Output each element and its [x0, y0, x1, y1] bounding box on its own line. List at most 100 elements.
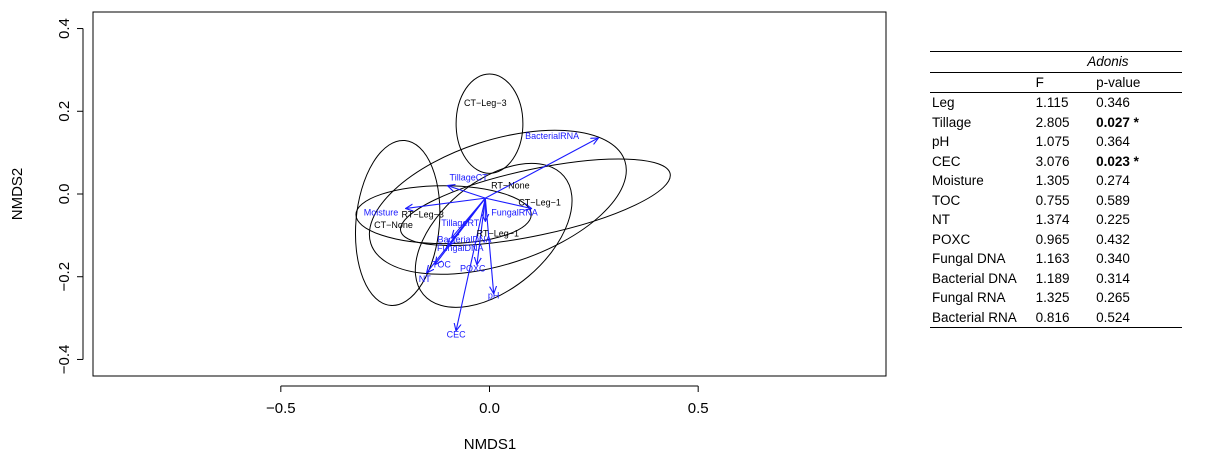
vector-label: pH [488, 290, 500, 300]
group-ellipse [400, 158, 671, 246]
vector-label: POXC [460, 263, 486, 273]
f-value-cell: 1.115 [1035, 95, 1069, 110]
table-row: Fungal DNA 1.163 0.340 [930, 249, 1182, 269]
vector-label: TOC [432, 259, 451, 269]
nmds-plot: −0.5 0.0 0.5 −0.4 −0.2 0.0 0.2 0.4 CT−Leg−3 RT−… [9, 11, 887, 453]
x-tick-label: −0.5 [266, 400, 296, 417]
y-tick-label: 0.2 [56, 101, 73, 122]
table-row: Bacterial DNA 1.189 0.314 [930, 269, 1182, 289]
y-tick-label: −0.2 [56, 262, 73, 292]
group-ellipse [414, 162, 573, 308]
x-axis: −0.5 0.0 0.5 [266, 385, 709, 417]
p-value-cell: 0.023 * [1096, 153, 1139, 169]
f-value-cell: 0.816 [1033, 307, 1095, 328]
f-value-cell: 0.965 [1035, 231, 1070, 247]
table-row: TOC 0.755 0.589 [930, 191, 1182, 211]
vector-label: NT [419, 274, 431, 284]
group-ellipse [355, 185, 532, 245]
term-cell: Moisture [932, 173, 984, 188]
table-title-spacer [930, 51, 1034, 73]
adonis-table: Adonis F p-value Leg 1.115 0.346 Tillage 2.8… [930, 51, 1182, 328]
vector-arrow [484, 198, 493, 293]
vector-label: CEC [447, 330, 467, 340]
f-value-cell: 3.076 [1035, 153, 1070, 169]
f-value-cell: 1.163 [1035, 251, 1070, 266]
term-cell: Fungal DNA [932, 251, 1006, 266]
term-cell: Bacterial RNA [930, 307, 1034, 328]
plot-frame [92, 11, 887, 377]
p-value-cell: 0.364 [1096, 134, 1130, 149]
vector-label: TillageCT [450, 172, 489, 182]
vector-arrow [448, 186, 486, 199]
group-label: RT−Leg−1 [477, 228, 519, 238]
table-row: NT 1.374 0.225 [930, 210, 1182, 230]
vector-arrow [485, 138, 598, 199]
group-label: CT−None [374, 220, 413, 230]
vectors [406, 138, 598, 330]
term-cell: CEC [932, 153, 961, 169]
table-row: Moisture 1.305 0.274 [930, 171, 1182, 191]
term-cell: NT [932, 212, 950, 227]
y-tick-label: 0.0 [56, 184, 73, 205]
p-value-cell: 0.524 [1094, 307, 1182, 328]
vector-arrow [427, 197, 486, 272]
vector-label: BacterialDNA [437, 235, 491, 245]
vector-label: TillageRT [441, 218, 480, 228]
x-tick-label: 0.5 [688, 400, 709, 417]
term-cell: pH [932, 134, 950, 149]
ellipses [354, 73, 671, 308]
p-value-cell: 0.589 [1096, 192, 1130, 208]
p-value-cell: 0.346 [1096, 95, 1130, 110]
y-axis-title: NMDS2 [9, 168, 26, 221]
table-title-row: Adonis [930, 51, 1182, 73]
table-row: Leg 1.115 0.346 [930, 93, 1182, 113]
f-value-cell: 0.755 [1035, 192, 1070, 208]
p-value-cell: 0.265 [1096, 290, 1130, 305]
f-value-cell: 1.075 [1035, 134, 1070, 149]
table-row: Tillage 2.805 0.027 * [930, 113, 1182, 133]
term-cell: Tillage [932, 114, 972, 130]
p-value-cell: 0.027 * [1096, 114, 1139, 130]
x-axis-title: NMDS1 [464, 436, 517, 453]
p-value-cell: 0.314 [1096, 270, 1130, 286]
table-row: POXC 0.965 0.432 [930, 230, 1182, 250]
y-tick-label: 0.4 [56, 18, 73, 39]
vector-arrow [406, 197, 486, 208]
vector-label: Moisture [364, 208, 399, 218]
f-value-cell: 1.189 [1035, 270, 1070, 286]
p-value-cell: 0.225 [1096, 212, 1130, 227]
y-tick-label: −0.4 [56, 345, 73, 375]
vector-arrow [456, 198, 486, 330]
f-value-cell: 1.374 [1035, 212, 1070, 227]
group-label: RT−None [491, 181, 530, 191]
table-row: Fungal RNA 1.325 0.265 [930, 288, 1182, 308]
column-header-p: p-value [1094, 72, 1182, 93]
column-header-f: F [1033, 72, 1095, 93]
group-ellipse [455, 73, 524, 174]
group-label: CT−Leg−1 [518, 197, 561, 207]
table-row: pH 1.075 0.364 [930, 132, 1182, 152]
vector-label: FungalRNA [491, 208, 538, 218]
table-row: Bacterial RNA 0.816 0.524 [930, 307, 1182, 328]
f-value-cell: 2.805 [1035, 114, 1070, 130]
term-cell: Fungal RNA [932, 290, 1006, 305]
f-value-cell: 1.325 [1035, 290, 1070, 305]
site-labels: CT−Leg−3 RT−None CT−Leg−1 RT−Leg−3CT−None RT… [364, 98, 579, 340]
table-row: CEC 3.076 0.023 * [930, 152, 1182, 172]
table-header-row: F p-value [930, 72, 1182, 93]
term-cell: Leg [932, 95, 955, 110]
group-label: CT−Leg−3 [464, 98, 507, 108]
group-label: RT−Leg−3 [402, 210, 444, 220]
column-header-term [930, 72, 1034, 93]
table-title: Adonis [1033, 51, 1182, 73]
group-ellipse [354, 139, 441, 306]
vector-label: BacterialRNA [525, 131, 579, 141]
y-axis: −0.4 −0.2 0.0 0.2 0.4 [56, 18, 84, 375]
group-ellipse [368, 129, 627, 275]
p-value-cell: 0.432 [1096, 231, 1130, 247]
term-cell: Bacterial DNA [932, 270, 1017, 286]
term-cell: TOC [932, 192, 961, 208]
vector-arrow [477, 198, 486, 264]
vector-arrow [485, 197, 531, 208]
term-cell: POXC [932, 231, 971, 247]
